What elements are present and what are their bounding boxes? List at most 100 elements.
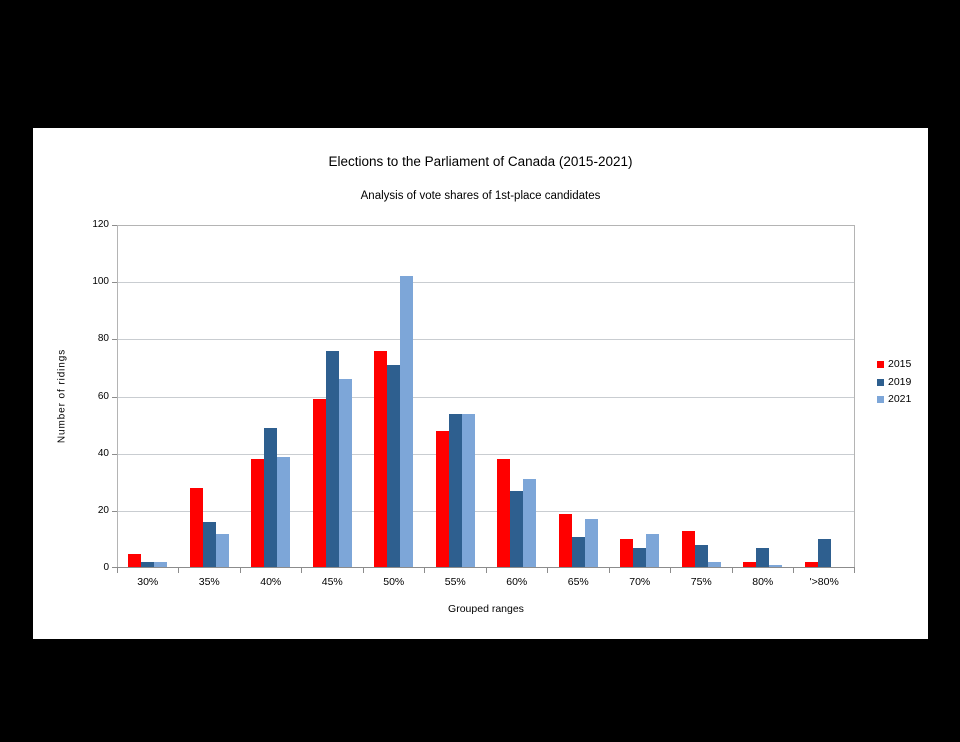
bar-2015-50%	[374, 350, 388, 568]
bar-group-45%	[302, 225, 364, 568]
bar-group-35%	[179, 225, 241, 568]
y-axis-tick-label: 100	[92, 276, 109, 288]
x-axis-tick-label: 30%	[137, 576, 159, 588]
bar-2019-70%	[633, 548, 647, 568]
y-axis-tick-mark	[112, 567, 117, 568]
bar-2021-75%	[707, 562, 721, 568]
bar-2015-45%	[312, 399, 326, 568]
chart-panel: Elections to the Parliament of Canada (2…	[33, 128, 928, 639]
x-axis-title: Grouped ranges	[448, 603, 524, 615]
gridline	[117, 339, 855, 341]
bar-group-'>80%	[794, 225, 856, 568]
bar-2019-30%	[141, 562, 155, 568]
bar-group-55%	[425, 225, 487, 568]
x-axis-tick-label: 70%	[629, 576, 651, 588]
legend-label-2021: 2021	[888, 393, 912, 405]
bar-groups	[117, 225, 855, 568]
bar-2015-80%	[743, 562, 757, 568]
legend-item-2019: 2019	[877, 376, 911, 389]
y-axis-tick-label: 20	[97, 504, 109, 516]
legend-swatch-2015	[877, 361, 884, 368]
bar-2021-35%	[215, 533, 229, 568]
y-axis-tick-mark	[112, 225, 117, 226]
bar-2021-70%	[646, 533, 660, 568]
legend: 2015 2019 2021	[877, 358, 911, 406]
x-axis-tick-label: 75%	[690, 576, 712, 588]
x-axis-tick-mark	[239, 568, 241, 573]
bar-2015-'>80%	[804, 562, 818, 568]
bar-group-40%	[240, 225, 302, 568]
bar-2019-40%	[264, 427, 278, 568]
y-axis-tick-mark	[112, 396, 117, 398]
legend-swatch-2021	[877, 396, 884, 403]
bar-2015-40%	[251, 459, 265, 568]
bar-group-80%	[732, 225, 794, 568]
y-axis-tick-label: 60	[97, 390, 109, 402]
x-axis-tick-mark	[854, 568, 855, 573]
bar-2015-70%	[620, 539, 634, 568]
bar-group-75%	[671, 225, 733, 568]
x-axis-tick-mark	[485, 568, 487, 573]
x-axis-tick-mark	[117, 568, 118, 573]
x-axis-tick-mark	[670, 568, 671, 573]
x-axis-labels: 30% 35% 40% 45% 50% 55% 60% 65% 70% 75% 80% '>80%	[117, 576, 855, 588]
chart-title: Elections to the Parliament of Canada (2…	[328, 154, 633, 169]
x-axis-tick-label: '>80%	[809, 576, 839, 588]
legend-label-2015: 2015	[888, 358, 912, 370]
bar-2021-60%	[523, 479, 537, 568]
bar-group-65%	[548, 225, 610, 568]
bar-2015-60%	[497, 459, 511, 568]
gridline	[117, 282, 855, 284]
y-axis-tick-label: 40	[97, 447, 109, 459]
gridline	[117, 453, 855, 455]
y-axis-tick-label: 0	[103, 562, 109, 573]
x-axis-tick-mark	[301, 568, 302, 573]
bar-2019-75%	[694, 545, 708, 568]
bar-group-50%	[363, 225, 425, 568]
bar-2019-50%	[387, 365, 401, 568]
y-axis-tick-mark	[112, 510, 117, 512]
x-axis-tick-label: 55%	[444, 576, 466, 588]
bar-2021-30%	[154, 562, 168, 568]
legend-item-2021: 2021	[877, 393, 911, 406]
x-axis-tick-mark	[793, 568, 794, 573]
bar-group-60%	[486, 225, 548, 568]
bar-2021-55%	[461, 413, 475, 568]
bar-2019-60%	[510, 490, 524, 568]
gridline	[117, 396, 855, 398]
x-axis-tick-label: 35%	[198, 576, 220, 588]
y-axis-tick-mark	[112, 282, 117, 284]
x-axis-tick-label: 60%	[506, 576, 528, 588]
x-axis-tick-mark	[362, 568, 364, 573]
x-axis-tick-mark	[178, 568, 179, 573]
x-axis-tick-mark	[547, 568, 548, 573]
y-axis-tick-mark	[112, 339, 117, 341]
bar-2019-65%	[571, 536, 585, 568]
x-axis-tick-label: 45%	[321, 576, 343, 588]
x-axis-tick-mark	[731, 568, 733, 573]
bar-2021-80%	[769, 565, 783, 568]
x-axis-tick-label: 40%	[260, 576, 282, 588]
bar-2015-30%	[128, 553, 142, 568]
chart-subtitle: Analysis of vote shares of 1st-place can…	[360, 190, 601, 202]
x-axis-tick-label: 65%	[567, 576, 589, 588]
x-axis-tick-mark	[608, 568, 610, 573]
bar-2019-55%	[448, 413, 462, 568]
y-axis-tick-label: 120	[92, 219, 109, 230]
legend-label-2019: 2019	[888, 375, 912, 388]
x-axis-tick-label: 80%	[752, 576, 774, 588]
legend-swatch-2019	[877, 378, 884, 386]
y-axis-tick-mark	[112, 453, 117, 455]
bar-2019-'>80%	[817, 539, 831, 568]
bar-2019-80%	[756, 548, 770, 568]
bar-2015-55%	[435, 430, 449, 568]
bar-group-30%	[117, 225, 179, 568]
y-axis-title: Number of ridings	[56, 348, 68, 444]
bar-2015-75%	[681, 530, 695, 568]
bar-2021-45%	[338, 379, 352, 568]
legend-item-2015: 2015	[877, 358, 911, 371]
bar-group-70%	[609, 225, 671, 568]
bar-2021-40%	[277, 456, 291, 568]
gridline	[117, 510, 855, 512]
